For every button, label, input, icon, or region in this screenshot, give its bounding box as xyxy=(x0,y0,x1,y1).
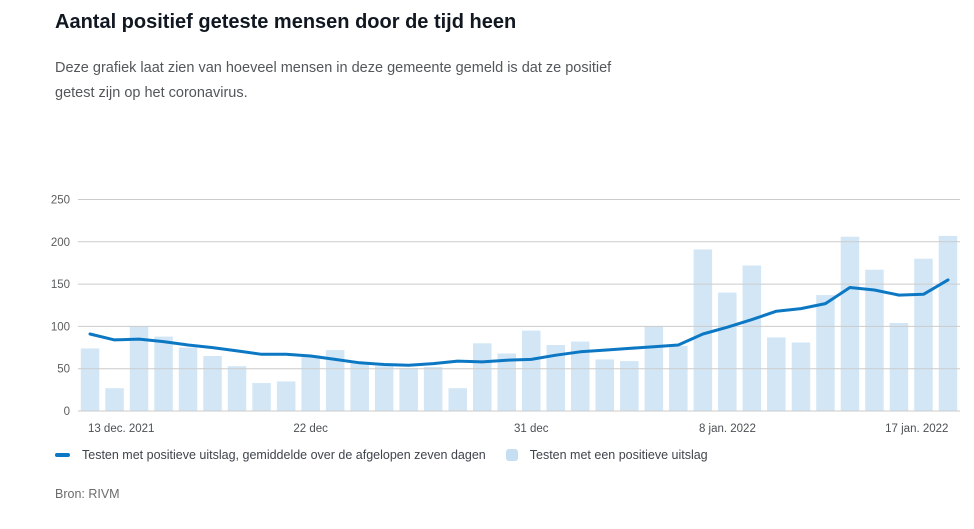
bar-9-jan-2022[interactable] xyxy=(742,265,762,412)
bar-7-jan-2022[interactable] xyxy=(693,249,713,411)
bar-16-jan-2022[interactable] xyxy=(914,258,933,411)
bar-26-dec-2021[interactable] xyxy=(399,367,418,411)
positive-tests-timeseries-chart[interactable]: 0 50 100 150 200 250 13 dec. 2021 22 dec 31 dec 8… xyxy=(0,185,974,447)
bar-17-dec-2021[interactable] xyxy=(178,347,198,411)
bar-17-jan-2022[interactable] xyxy=(938,235,958,411)
chart-subtitle: Deze grafiek laat zien van hoeveel mense… xyxy=(55,60,612,101)
bar-8-jan-2022[interactable] xyxy=(718,292,737,411)
bar-12-jan-2022[interactable] xyxy=(816,295,835,411)
bar-16-dec-2021[interactable] xyxy=(154,336,173,411)
legend-label-daily-bars: Testen met een positieve uitslag xyxy=(529,448,708,462)
bar-15-jan-2022[interactable] xyxy=(889,323,909,411)
bar-13-dec-2021[interactable] xyxy=(80,348,100,411)
bar-4-jan-2022[interactable] xyxy=(620,361,639,411)
chart-title: Aantal positief geteste mensen door de t… xyxy=(55,11,517,33)
bar-14-jan-2022[interactable] xyxy=(865,269,884,411)
line-series-icon xyxy=(55,453,70,457)
seven-day-average-line xyxy=(88,278,950,367)
bar-29-dec-2021[interactable] xyxy=(473,343,492,411)
bar-19-dec-2021[interactable] xyxy=(227,366,247,411)
bar-22-dec-2021[interactable] xyxy=(301,355,320,411)
bar-6-jan-2022[interactable] xyxy=(669,345,688,411)
x-tick-label-8-jan-2022: 8 jan. 2022 xyxy=(699,423,756,435)
bar-14-dec-2021[interactable] xyxy=(105,388,124,411)
legend-item-daily-bars: Testen met een positieve uitslag xyxy=(505,448,708,462)
bar-28-dec-2021[interactable] xyxy=(448,388,468,411)
legend-item-average-line: Testen met positieve uitslag, gemiddelde… xyxy=(55,448,486,462)
legend-label-average-line: Testen met positieve uitslag, gemiddelde… xyxy=(82,448,486,462)
y-tick-label-150: 150 xyxy=(51,279,70,291)
bar-25-dec-2021[interactable] xyxy=(374,366,394,411)
y-tick-label-200: 200 xyxy=(51,237,70,249)
y-tick-label-100: 100 xyxy=(51,321,70,333)
source-attribution: Bron: RIVM xyxy=(55,487,120,501)
chart-legend: Testen met positieve uitslag, gemiddelde… xyxy=(55,448,708,462)
bar-21-dec-2021[interactable] xyxy=(276,381,296,411)
bar-1-jan-2022[interactable] xyxy=(546,345,566,411)
bar-10-jan-2022[interactable] xyxy=(767,337,786,411)
bar-24-dec-2021[interactable] xyxy=(350,361,369,411)
bar-27-dec-2021[interactable] xyxy=(423,367,443,411)
y-tick-label-0: 0 xyxy=(64,406,70,418)
bar-30-dec-2021[interactable] xyxy=(497,353,517,412)
y-tick-label-250: 250 xyxy=(51,195,70,207)
x-tick-label-31-dec: 31 dec xyxy=(514,423,549,435)
bar-2-jan-2022[interactable] xyxy=(571,341,590,411)
x-tick-label-17-jan-2022: 17 jan. 2022 xyxy=(885,423,948,435)
bar-13-jan-2022[interactable] xyxy=(840,236,860,411)
y-tick-label-50: 50 xyxy=(57,364,70,376)
bar-3-jan-2022[interactable] xyxy=(595,359,615,411)
bar-20-dec-2021[interactable] xyxy=(252,383,271,411)
bar-11-jan-2022[interactable] xyxy=(791,342,811,412)
bar-18-dec-2021[interactable] xyxy=(203,356,222,411)
bar-31-dec-2021[interactable] xyxy=(522,330,541,411)
bar-series-icon xyxy=(505,449,518,461)
x-tick-label-22-dec: 22 dec xyxy=(293,423,328,435)
bar-23-dec-2021[interactable] xyxy=(325,350,345,411)
x-tick-label-13-dec-2021: 13 dec. 2021 xyxy=(88,423,155,435)
